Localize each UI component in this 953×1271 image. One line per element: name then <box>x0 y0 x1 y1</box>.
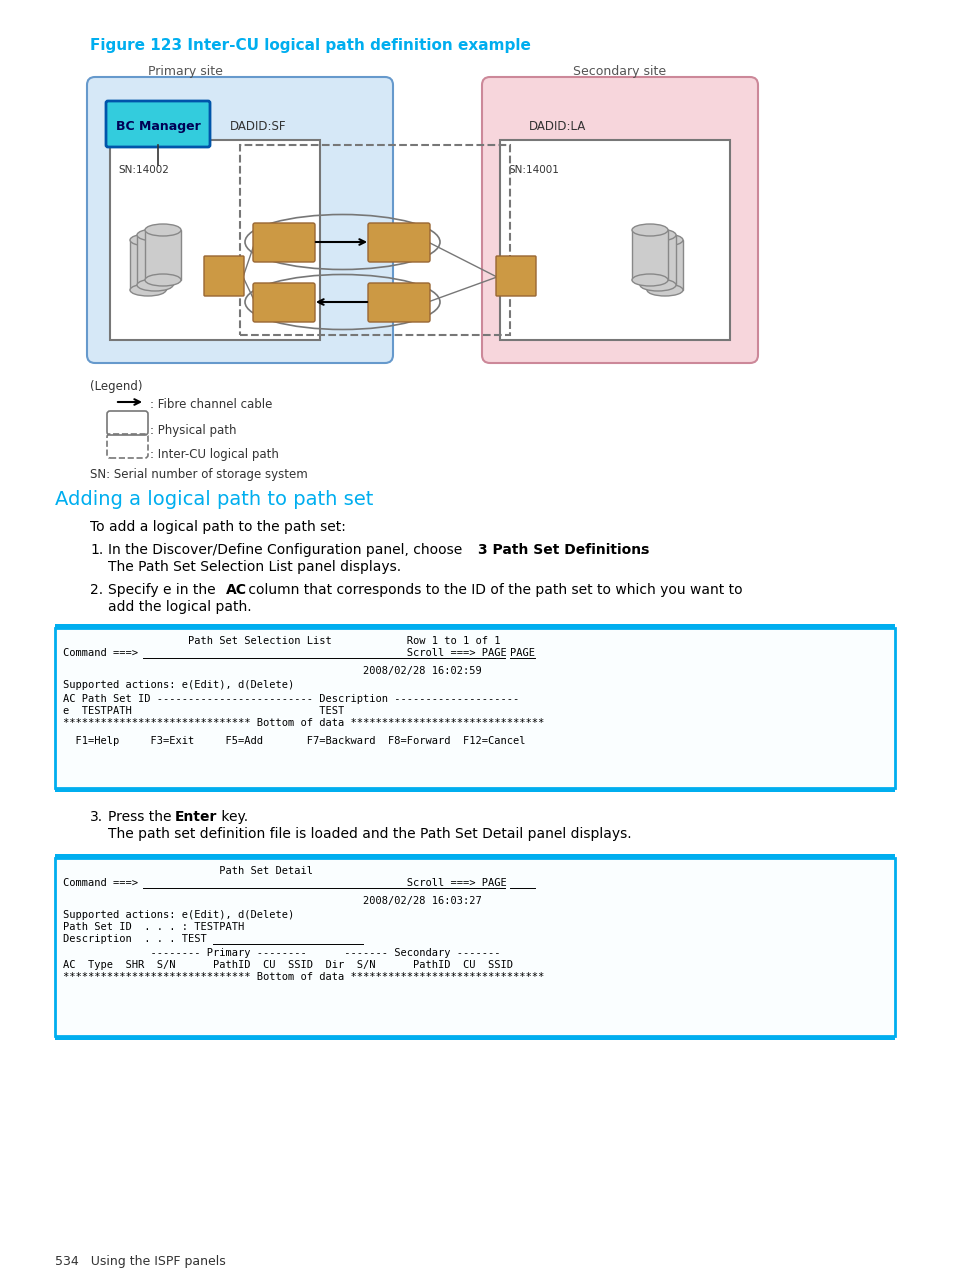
Ellipse shape <box>639 280 676 291</box>
Text: (Legend): (Legend) <box>90 380 142 393</box>
Text: 2008/02/28 16:03:27: 2008/02/28 16:03:27 <box>63 896 481 906</box>
Text: Press the: Press the <box>108 810 175 824</box>
Text: AC: AC <box>226 583 247 597</box>
FancyBboxPatch shape <box>106 100 210 147</box>
FancyBboxPatch shape <box>639 235 676 285</box>
Text: Primary site: Primary site <box>148 65 222 78</box>
FancyBboxPatch shape <box>55 854 894 858</box>
Text: Secondary site: Secondary site <box>573 65 666 78</box>
Text: : Physical path: : Physical path <box>150 425 236 437</box>
Text: Path Set ID  . . . : TESTPATH: Path Set ID . . . : TESTPATH <box>63 921 244 932</box>
Text: SN:14001: SN:14001 <box>507 165 558 175</box>
Text: 3 Path Set Definitions: 3 Path Set Definitions <box>477 543 649 557</box>
Text: CU:00: CU:00 <box>209 273 238 283</box>
FancyBboxPatch shape <box>499 140 729 341</box>
FancyBboxPatch shape <box>55 858 894 1036</box>
FancyBboxPatch shape <box>496 255 536 296</box>
Text: F1=Help     F3=Exit     F5=Add       F7=Backward  F8=Forward  F12=Cancel: F1=Help F3=Exit F5=Add F7=Backward F8=Fo… <box>63 736 525 746</box>
Text: .: . <box>639 543 643 557</box>
FancyBboxPatch shape <box>253 283 314 322</box>
Text: SN:14002: SN:14002 <box>118 165 169 175</box>
FancyBboxPatch shape <box>137 235 172 285</box>
Text: Description  . . . TEST: Description . . . TEST <box>63 934 207 944</box>
Text: add the logical path.: add the logical path. <box>108 600 252 614</box>
Text: Figure 123 Inter-CU logical path definition example: Figure 123 Inter-CU logical path definit… <box>90 38 530 53</box>
Text: Command ===>                                           Scroll ===> PAGE: Command ===> Scroll ===> PAGE <box>63 648 506 658</box>
Text: PAGE: PAGE <box>510 648 535 658</box>
Text: PORT=04: PORT=04 <box>261 222 307 233</box>
Text: Enter: Enter <box>174 810 217 824</box>
Text: PORT=05: PORT=05 <box>375 222 421 233</box>
Ellipse shape <box>631 275 667 286</box>
Text: e  TESTPATH                              TEST: e TESTPATH TEST <box>63 705 344 716</box>
Text: Specify e in the: Specify e in the <box>108 583 220 597</box>
Text: 3.: 3. <box>90 810 103 824</box>
Ellipse shape <box>631 224 667 236</box>
Ellipse shape <box>646 283 682 296</box>
Ellipse shape <box>130 283 166 296</box>
FancyBboxPatch shape <box>110 140 319 341</box>
Text: 534   Using the ISPF panels: 534 Using the ISPF panels <box>55 1254 226 1268</box>
FancyBboxPatch shape <box>145 230 181 280</box>
FancyBboxPatch shape <box>55 1036 894 1040</box>
Text: PORT=05: PORT=05 <box>261 283 307 294</box>
Text: 2008/02/28 16:02:59: 2008/02/28 16:02:59 <box>63 666 481 676</box>
Ellipse shape <box>130 234 166 247</box>
Text: : Fibre channel cable: : Fibre channel cable <box>150 398 273 411</box>
Text: : Inter-CU logical path: : Inter-CU logical path <box>150 447 278 461</box>
Ellipse shape <box>145 275 181 286</box>
FancyBboxPatch shape <box>646 240 682 290</box>
FancyBboxPatch shape <box>368 222 430 262</box>
Text: DADID:SF: DADID:SF <box>230 119 286 133</box>
Text: Supported actions: e(Edit), d(Delete): Supported actions: e(Edit), d(Delete) <box>63 680 294 690</box>
Text: In the Discover/Define Configuration panel, choose: In the Discover/Define Configuration pan… <box>108 543 466 557</box>
Ellipse shape <box>639 229 676 241</box>
Text: In the Discover/Define Configuration panel, choose ​​​​​​​​​​​​​​​​​​​​​​​​​​​​​: In the Discover/Define Configuration pan… <box>108 543 466 557</box>
Text: key.: key. <box>216 810 248 824</box>
Text: 2.: 2. <box>90 583 103 597</box>
FancyBboxPatch shape <box>130 240 166 290</box>
Ellipse shape <box>137 229 172 241</box>
Text: CU:00: CU:00 <box>500 273 530 283</box>
FancyBboxPatch shape <box>481 78 758 364</box>
Text: Path Set Selection List            Row 1 to 1 of 1: Path Set Selection List Row 1 to 1 of 1 <box>63 636 500 646</box>
Text: -------- Primary --------      ------- Secondary -------: -------- Primary -------- ------- Second… <box>63 948 500 958</box>
FancyBboxPatch shape <box>368 283 430 322</box>
Text: SN: Serial number of storage system: SN: Serial number of storage system <box>90 468 308 480</box>
FancyBboxPatch shape <box>631 230 667 280</box>
Text: AC  Type  SHR  S/N      PathID  CU  SSID  Dir  S/N      PathID  CU  SSID: AC Type SHR S/N PathID CU SSID Dir S/N P… <box>63 960 513 970</box>
FancyBboxPatch shape <box>87 78 393 364</box>
FancyBboxPatch shape <box>55 788 894 792</box>
FancyBboxPatch shape <box>55 624 894 628</box>
Text: BC Manager: BC Manager <box>115 119 200 133</box>
Text: Adding a logical path to path set: Adding a logical path to path set <box>55 491 373 508</box>
Text: 1.: 1. <box>90 543 103 557</box>
Ellipse shape <box>137 280 172 291</box>
Text: Supported actions: e(Edit), d(Delete): Supported actions: e(Edit), d(Delete) <box>63 910 294 920</box>
Text: PORT=04: PORT=04 <box>375 283 421 294</box>
Ellipse shape <box>145 224 181 236</box>
Text: DADID:LA: DADID:LA <box>529 119 586 133</box>
FancyBboxPatch shape <box>55 628 894 788</box>
Text: To add a logical path to the path set:: To add a logical path to the path set: <box>90 520 346 534</box>
Text: ****************************** Bottom of data *******************************: ****************************** Bottom of… <box>63 972 543 982</box>
Text: ****************************** Bottom of data *******************************: ****************************** Bottom of… <box>63 718 543 728</box>
FancyBboxPatch shape <box>204 255 244 296</box>
Text: AC Path Set ID ------------------------- Description --------------------: AC Path Set ID -------------------------… <box>63 694 518 704</box>
Text: The Path Set Selection List panel displays.: The Path Set Selection List panel displa… <box>108 561 400 574</box>
Text: Command ===>                                           Scroll ===> PAGE: Command ===> Scroll ===> PAGE <box>63 878 506 888</box>
Text: The path set definition file is loaded and the Path Set Detail panel displays.: The path set definition file is loaded a… <box>108 827 631 841</box>
Text: Path Set Detail: Path Set Detail <box>63 866 313 876</box>
Text: column that corresponds to the ID of the path set to which you want to: column that corresponds to the ID of the… <box>244 583 741 597</box>
FancyBboxPatch shape <box>253 222 314 262</box>
Ellipse shape <box>646 234 682 247</box>
